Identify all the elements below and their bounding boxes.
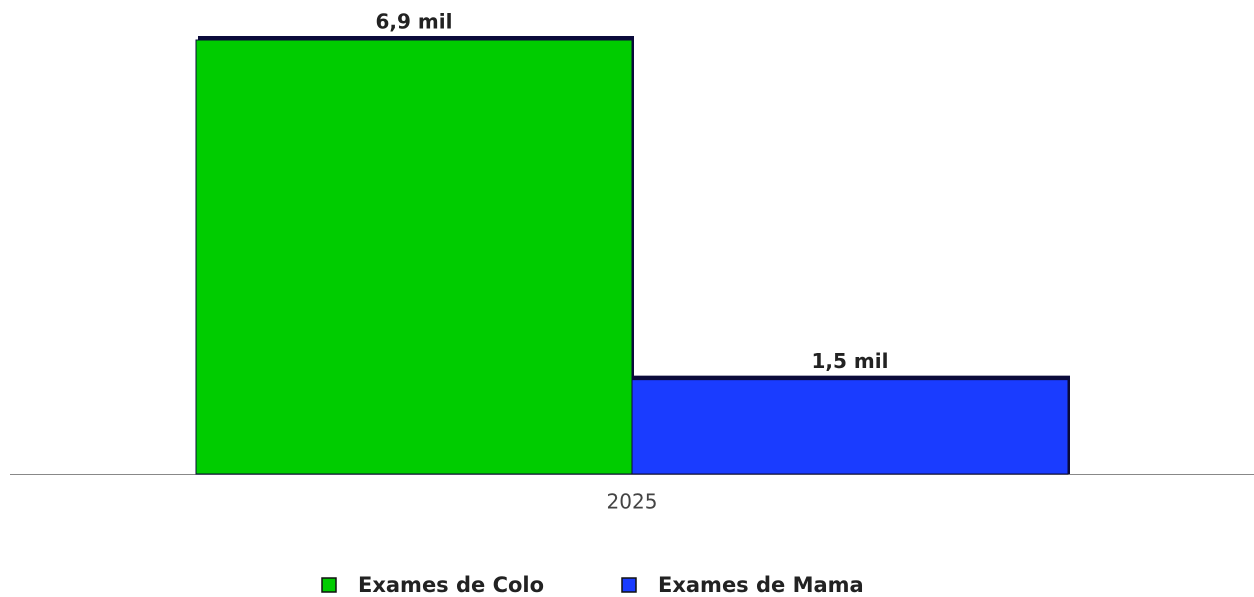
bar: [195, 39, 633, 475]
bar: [631, 379, 1069, 475]
value-label: 1,5 mil: [812, 349, 889, 373]
legend-swatch: [321, 577, 337, 593]
legend-label: Exames de Colo: [358, 573, 544, 597]
value-label: 6,9 mil: [376, 10, 453, 34]
legend-label: Exames de Mama: [658, 573, 864, 597]
legend-swatch: [621, 577, 637, 593]
x-tick-label: 2025: [607, 490, 658, 514]
